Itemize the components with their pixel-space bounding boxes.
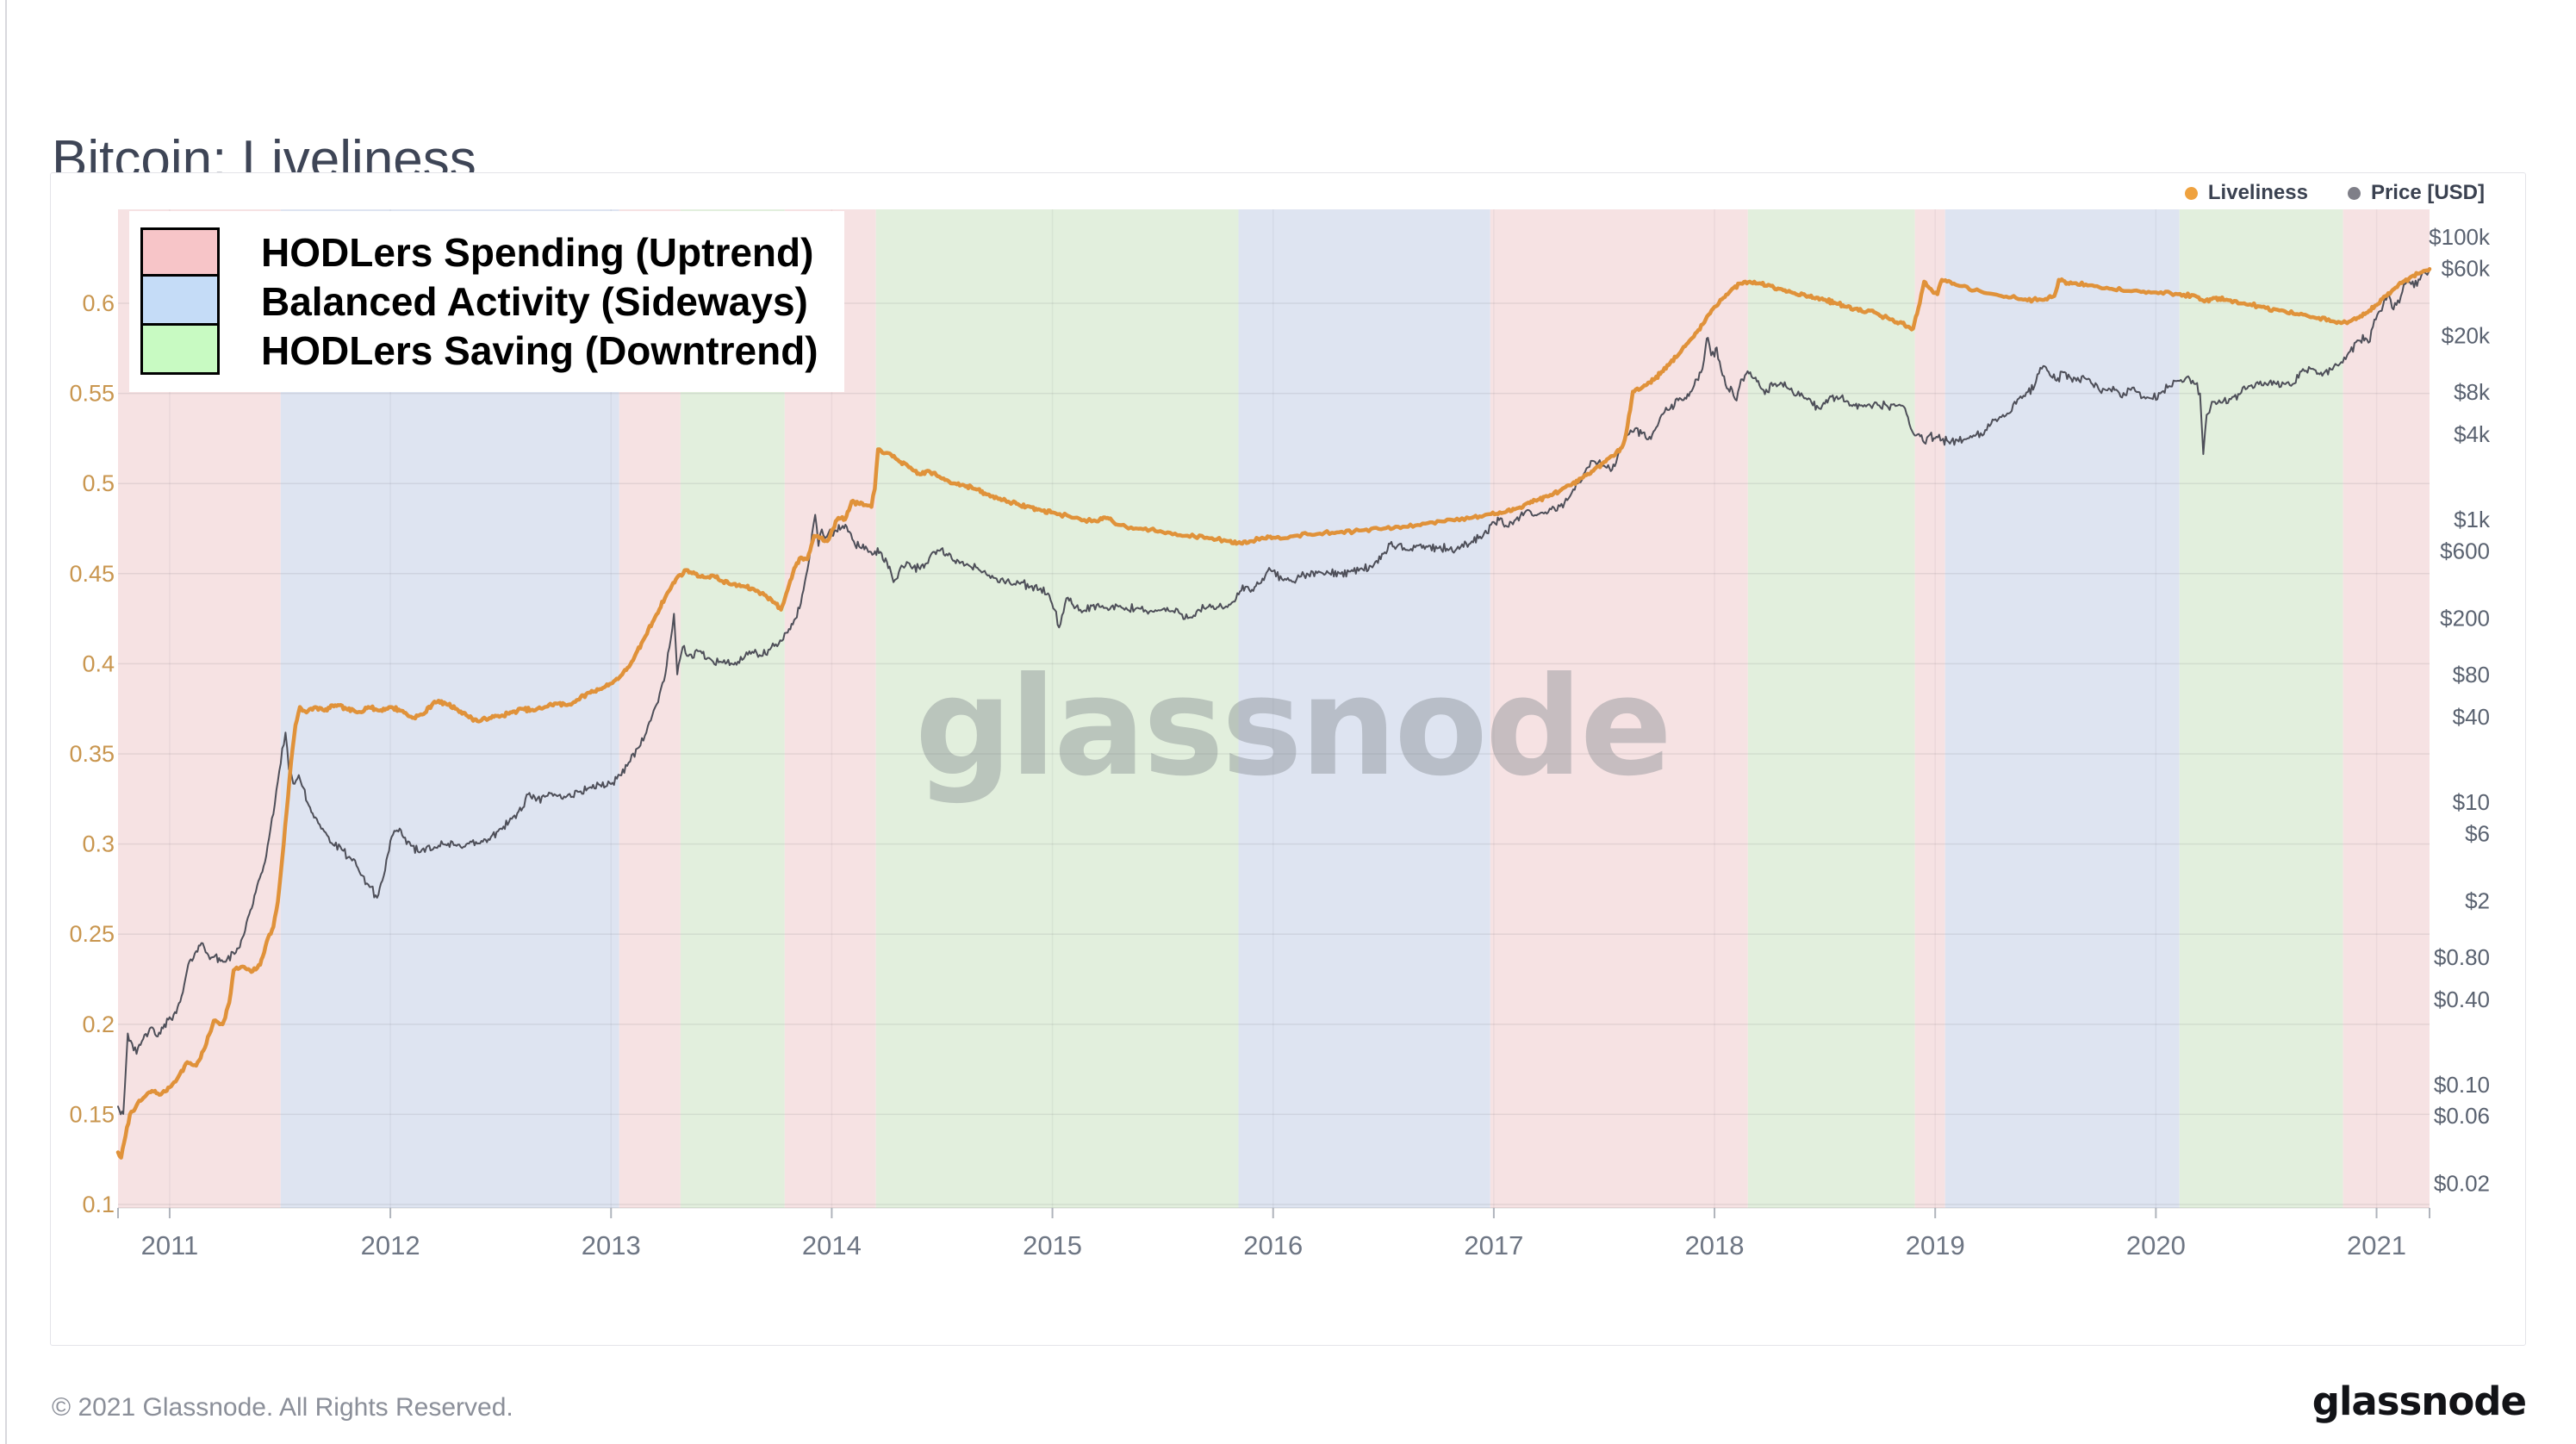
regime-saving-label: HODLers Saving (Downtrend) <box>261 327 818 373</box>
regime-legend-item: Balanced Activity (Sideways) <box>140 274 844 326</box>
regime-band-spending <box>2343 209 2430 1208</box>
copyright-text: © 2021 Glassnode. All Rights Reserved. <box>52 1393 513 1422</box>
regime-balanced-label: Balanced Activity (Sideways) <box>261 278 808 324</box>
regime-saving-swatch <box>140 323 220 375</box>
regime-band-saving <box>1747 209 1915 1208</box>
regime-spending-swatch <box>140 227 220 277</box>
glassnode-logo[interactable]: glassnode <box>2312 1379 2527 1424</box>
legend-dot-icon <box>2347 186 2361 200</box>
series-legend: Liveliness Price [USD] <box>2184 181 2485 205</box>
legend-dot-icon <box>2184 186 2198 200</box>
regime-band-spending <box>1490 209 1748 1208</box>
regime-band-saving <box>2179 209 2343 1208</box>
legend-item-label: Liveliness <box>2207 181 2308 204</box>
window-edge-line <box>5 0 7 1444</box>
regime-legend-box: HODLers Spending (Uptrend) Balanced Acti… <box>129 211 844 392</box>
regime-band-spending <box>1914 209 1945 1208</box>
regime-band-balanced <box>1238 209 1490 1208</box>
legend-item-label: Price [USD] <box>2370 181 2485 204</box>
regime-balanced-swatch <box>140 274 220 326</box>
regime-spending-label: HODLers Spending (Uptrend) <box>261 229 814 275</box>
legend-item-liveliness[interactable]: Liveliness <box>2184 181 2308 205</box>
regime-legend-item: HODLers Spending (Uptrend) <box>140 227 844 277</box>
regime-band-saving <box>875 209 1239 1208</box>
legend-item-price-usd-[interactable]: Price [USD] <box>2347 181 2485 205</box>
regime-legend-item: HODLers Saving (Downtrend) <box>140 323 844 375</box>
regime-band-balanced <box>1944 209 2180 1208</box>
